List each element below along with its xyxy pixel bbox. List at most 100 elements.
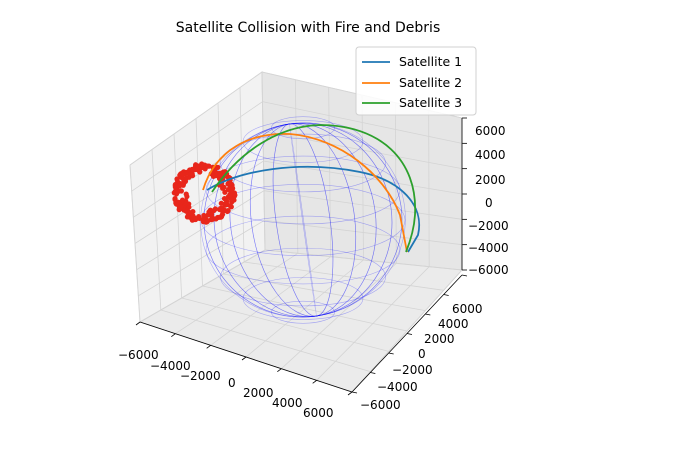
debris-point bbox=[184, 207, 190, 213]
y-tick-label: −6000 bbox=[360, 398, 401, 412]
x-tick-label: 2000 bbox=[243, 386, 274, 400]
x-tick bbox=[135, 321, 141, 326]
debris-point bbox=[178, 204, 184, 210]
y-tick-label: −4000 bbox=[377, 380, 418, 394]
meridian bbox=[213, 122, 393, 318]
y-tick bbox=[443, 294, 449, 296]
x-tick bbox=[312, 380, 317, 384]
y-tick bbox=[406, 333, 413, 335]
z-tick-label: 6000 bbox=[475, 124, 506, 138]
debris-point bbox=[172, 181, 178, 188]
x-tick bbox=[206, 345, 211, 349]
y-tick-labels: −6000 −4000 −2000 0 2000 4000 6000 bbox=[360, 302, 483, 412]
legend-label: Satellite 1 bbox=[399, 54, 462, 69]
z-tick-label: −4000 bbox=[468, 241, 509, 255]
y-tick bbox=[425, 313, 431, 316]
x-tick-labels: −6000 −4000 −2000 0 2000 4000 6000 bbox=[118, 348, 334, 420]
gridline bbox=[244, 261, 444, 291]
gridline bbox=[264, 249, 463, 271]
debris-point bbox=[227, 192, 233, 198]
meridian bbox=[229, 123, 377, 317]
z-tick-label: 0 bbox=[485, 196, 493, 210]
debris-point bbox=[221, 195, 228, 202]
meridian bbox=[289, 123, 317, 317]
debris-point bbox=[196, 215, 203, 222]
y-axis-line bbox=[351, 274, 463, 393]
parallel bbox=[271, 116, 335, 140]
y-tick-label: 6000 bbox=[452, 302, 483, 316]
z-tick-labels: 6000 4000 2000 0 −2000 −4000 −6000 bbox=[468, 124, 509, 277]
z-tick-label: 4000 bbox=[475, 148, 506, 162]
x-tick-label: −2000 bbox=[180, 369, 221, 383]
debris-point bbox=[206, 209, 212, 215]
x-tick bbox=[277, 368, 282, 372]
legend-label: Satellite 3 bbox=[399, 95, 462, 110]
x-tick-label: 0 bbox=[228, 376, 236, 390]
x-axis-line bbox=[139, 321, 353, 393]
y-tick-label: −2000 bbox=[392, 363, 433, 377]
meridian bbox=[249, 123, 357, 317]
y-tick-label: 0 bbox=[418, 347, 426, 361]
x-tick bbox=[347, 391, 353, 396]
debris-point bbox=[175, 199, 181, 205]
debris-point bbox=[174, 176, 180, 182]
debris-point bbox=[183, 200, 189, 207]
debris-point bbox=[222, 189, 228, 195]
x-tick bbox=[171, 333, 176, 337]
debris-point bbox=[231, 192, 238, 198]
parallel bbox=[205, 215, 401, 285]
debris-point bbox=[192, 216, 199, 223]
debris-point bbox=[187, 171, 194, 177]
legend-box bbox=[355, 46, 477, 116]
debris-point bbox=[201, 212, 207, 219]
z-tick-label: −6000 bbox=[468, 263, 509, 277]
x-tick-label: 4000 bbox=[272, 396, 303, 410]
debris-point bbox=[183, 175, 189, 181]
debris-point bbox=[213, 216, 219, 222]
x-tick-label: 6000 bbox=[303, 406, 334, 420]
debris-point bbox=[178, 188, 184, 194]
satellite-1-orbit bbox=[206, 165, 421, 253]
meridian bbox=[203, 122, 403, 318]
chart-title: Satellite Collision with Fire and Debris bbox=[176, 20, 440, 36]
debris-point bbox=[204, 163, 211, 169]
debris-scatter bbox=[171, 161, 238, 225]
debris-point bbox=[221, 184, 227, 190]
parallel bbox=[220, 247, 386, 307]
gridline bbox=[261, 71, 266, 251]
z-tick-label: −2000 bbox=[468, 219, 509, 233]
satellite-3-orbit bbox=[211, 124, 416, 253]
x-tick-label: −4000 bbox=[150, 359, 191, 373]
debris-point bbox=[227, 203, 233, 209]
debris-point bbox=[226, 180, 233, 186]
y-tick bbox=[351, 391, 358, 394]
debris-point bbox=[203, 219, 209, 225]
meridian bbox=[249, 123, 357, 317]
parallel bbox=[220, 133, 386, 193]
meridian bbox=[200, 122, 406, 318]
meridian bbox=[229, 123, 377, 317]
debris-point bbox=[215, 164, 221, 170]
earth-wireframe bbox=[200, 116, 406, 324]
debris-point bbox=[180, 181, 187, 187]
parallel bbox=[271, 300, 335, 324]
meridian bbox=[203, 122, 403, 318]
x-tick bbox=[241, 356, 247, 361]
debris-point bbox=[218, 214, 224, 220]
parallel bbox=[242, 277, 364, 320]
z-tick-label: 2000 bbox=[475, 173, 506, 187]
debris-point bbox=[230, 185, 236, 191]
meridian bbox=[272, 123, 334, 317]
debris-point bbox=[174, 189, 180, 195]
y-tick bbox=[388, 352, 394, 355]
legend-label: Satellite 2 bbox=[399, 75, 462, 90]
legend: Satellite 1 Satellite 2 Satellite 3 bbox=[355, 46, 477, 116]
y-tick-label: 4000 bbox=[438, 317, 469, 331]
y-tick bbox=[461, 274, 468, 277]
debris-point bbox=[180, 171, 186, 178]
meridian bbox=[213, 122, 393, 318]
debris-point bbox=[222, 207, 228, 214]
debris-point bbox=[217, 170, 223, 176]
debris-point bbox=[218, 200, 224, 206]
